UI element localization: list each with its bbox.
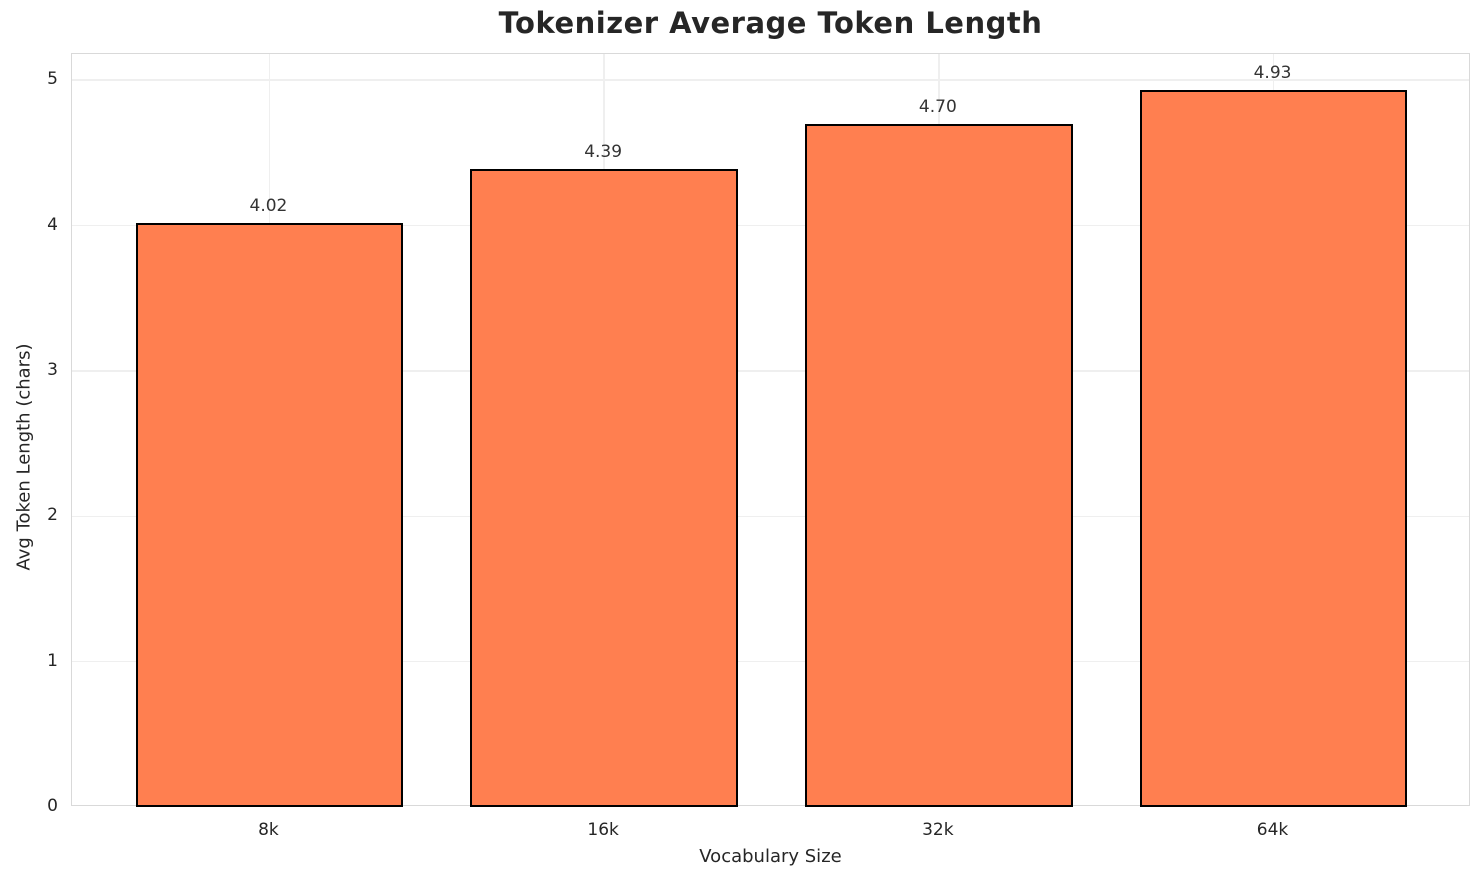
bar-value-label: 4.39 [584,141,623,162]
bar-32k [804,123,1073,807]
x-tick-label-32k: 32k [922,820,954,840]
chart-title: Tokenizer Average Token Length [498,6,1043,40]
gridline-horizontal [72,370,1469,372]
bar-8k [135,222,404,807]
gridline-horizontal [72,515,1469,518]
x-axis-label: Vocabulary Size [699,846,842,867]
y-tick-label: 1 [47,650,58,671]
bar-16k [470,168,739,807]
x-tick-label-64k: 64k [1256,820,1289,840]
y-tick-label: 3 [47,359,58,380]
x-tick-label-16k: 16k [587,820,619,840]
y-tick-label: 2 [47,505,58,526]
gridline-horizontal [72,224,1469,227]
bar-value-label: 4.93 [1253,63,1292,84]
bar-64k [1139,90,1408,807]
bar-value-label: 4.70 [918,96,957,117]
x-tick-label-8k: 8k [258,820,279,840]
gridline-horizontal [72,79,1469,81]
bar-value-label: 4.02 [249,195,288,216]
y-tick-label: 5 [47,69,58,90]
gridline-horizontal [72,660,1469,663]
plot-area [71,53,1470,807]
y-tick-label: 0 [47,796,58,816]
y-tick-label: 4 [47,214,58,235]
